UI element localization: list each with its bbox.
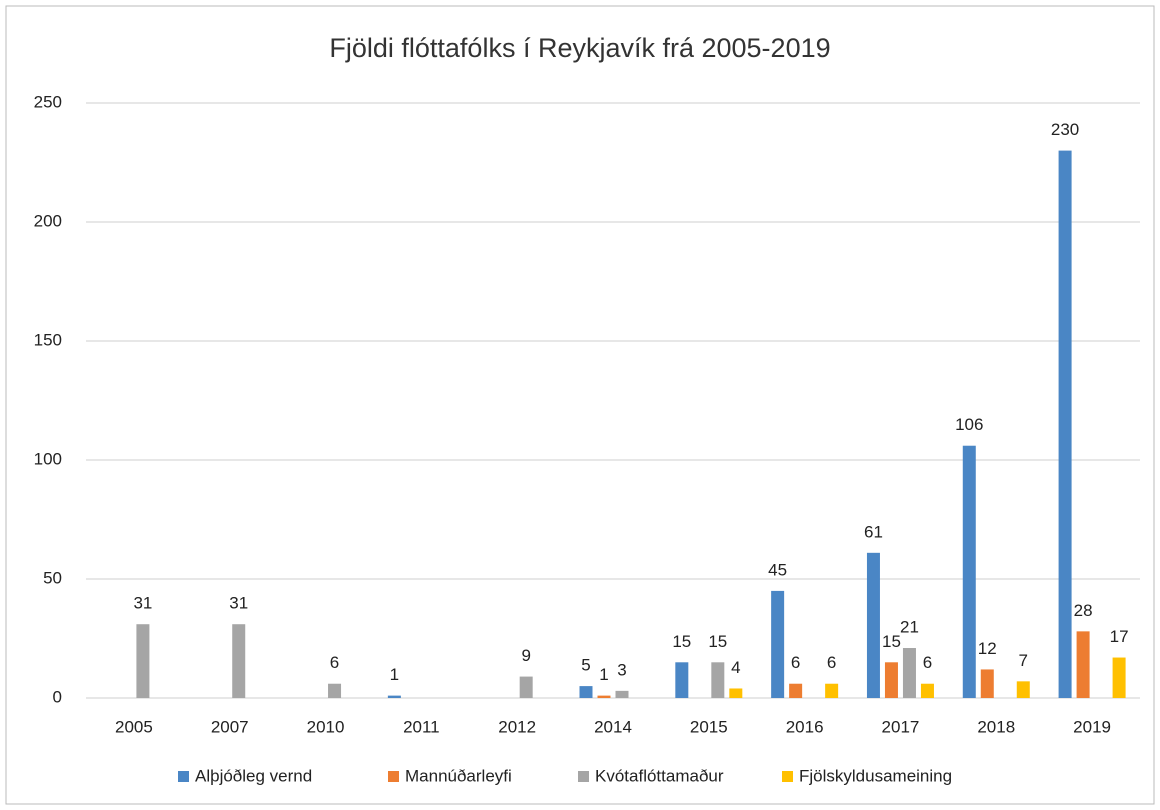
data-label: 230	[1051, 120, 1079, 139]
data-label: 21	[900, 618, 919, 637]
bar	[902, 648, 916, 698]
legend-swatch	[388, 771, 399, 782]
data-label: 6	[330, 653, 339, 672]
legend-label: Alþjóðleg vernd	[195, 766, 312, 785]
bar	[579, 686, 593, 698]
bar	[675, 662, 689, 698]
bar	[1058, 150, 1072, 699]
bar	[980, 669, 994, 698]
y-tick-label: 0	[53, 687, 62, 706]
x-tick-label: 2012	[498, 717, 536, 736]
data-label: 6	[827, 653, 836, 672]
data-label: 6	[791, 653, 800, 672]
data-label: 1	[599, 665, 608, 684]
data-label: 31	[133, 594, 152, 613]
x-tick-label: 2015	[690, 717, 728, 736]
data-label: 1	[390, 665, 399, 684]
data-label: 12	[978, 639, 997, 658]
y-tick-label: 150	[34, 330, 62, 349]
y-tick-label: 50	[43, 568, 62, 587]
data-label: 15	[882, 632, 901, 651]
x-tick-label: 2005	[115, 717, 153, 736]
legend-label: Kvótaflóttamaður	[595, 766, 724, 785]
data-label: 15	[708, 632, 727, 651]
data-label: 28	[1074, 601, 1093, 620]
bar	[884, 662, 898, 698]
x-tick-label: 2019	[1073, 717, 1111, 736]
data-label: 61	[864, 522, 883, 541]
x-tick-label: 2018	[977, 717, 1015, 736]
legend-label: Fjölskyldusameining	[799, 766, 952, 785]
y-tick-label: 100	[34, 449, 62, 468]
data-label: 9	[521, 646, 530, 665]
data-label: 106	[955, 415, 983, 434]
legend-label: Mannúðarleyfi	[405, 766, 512, 785]
legend-swatch	[578, 771, 589, 782]
bar	[711, 662, 725, 698]
data-label: 6	[923, 653, 932, 672]
bar	[920, 683, 934, 698]
bar	[729, 688, 743, 698]
data-label: 45	[768, 560, 787, 579]
data-label: 7	[1019, 651, 1028, 670]
bar	[597, 695, 611, 698]
bar	[789, 683, 803, 698]
bar	[232, 624, 246, 698]
data-label: 17	[1110, 627, 1129, 646]
data-label: 15	[672, 632, 691, 651]
bar	[328, 683, 342, 698]
bar	[771, 590, 785, 698]
bar	[962, 445, 976, 698]
y-tick-label: 200	[34, 211, 62, 230]
bar	[866, 552, 880, 698]
bar	[519, 676, 533, 698]
bar	[136, 624, 150, 698]
data-label: 3	[617, 660, 626, 679]
data-label: 31	[229, 594, 248, 613]
x-tick-label: 2010	[307, 717, 345, 736]
x-tick-label: 2011	[403, 717, 440, 736]
x-tick-label: 2014	[594, 717, 632, 736]
data-label: 5	[581, 656, 590, 675]
chart-frame	[5, 5, 1155, 805]
chart-title: Fjöldi flóttafólks í Reykjavík frá 2005-…	[329, 33, 830, 63]
bar	[1016, 681, 1030, 698]
bar	[615, 690, 629, 698]
legend-swatch	[782, 771, 793, 782]
bar	[825, 683, 839, 698]
x-tick-label: 2017	[882, 717, 920, 736]
legend-swatch	[178, 771, 189, 782]
bar	[387, 695, 401, 698]
data-label: 4	[731, 658, 740, 677]
bar	[1076, 631, 1090, 698]
x-tick-label: 2007	[211, 717, 249, 736]
bar	[1112, 657, 1126, 698]
y-tick-label: 250	[34, 92, 62, 111]
x-tick-label: 2016	[786, 717, 824, 736]
